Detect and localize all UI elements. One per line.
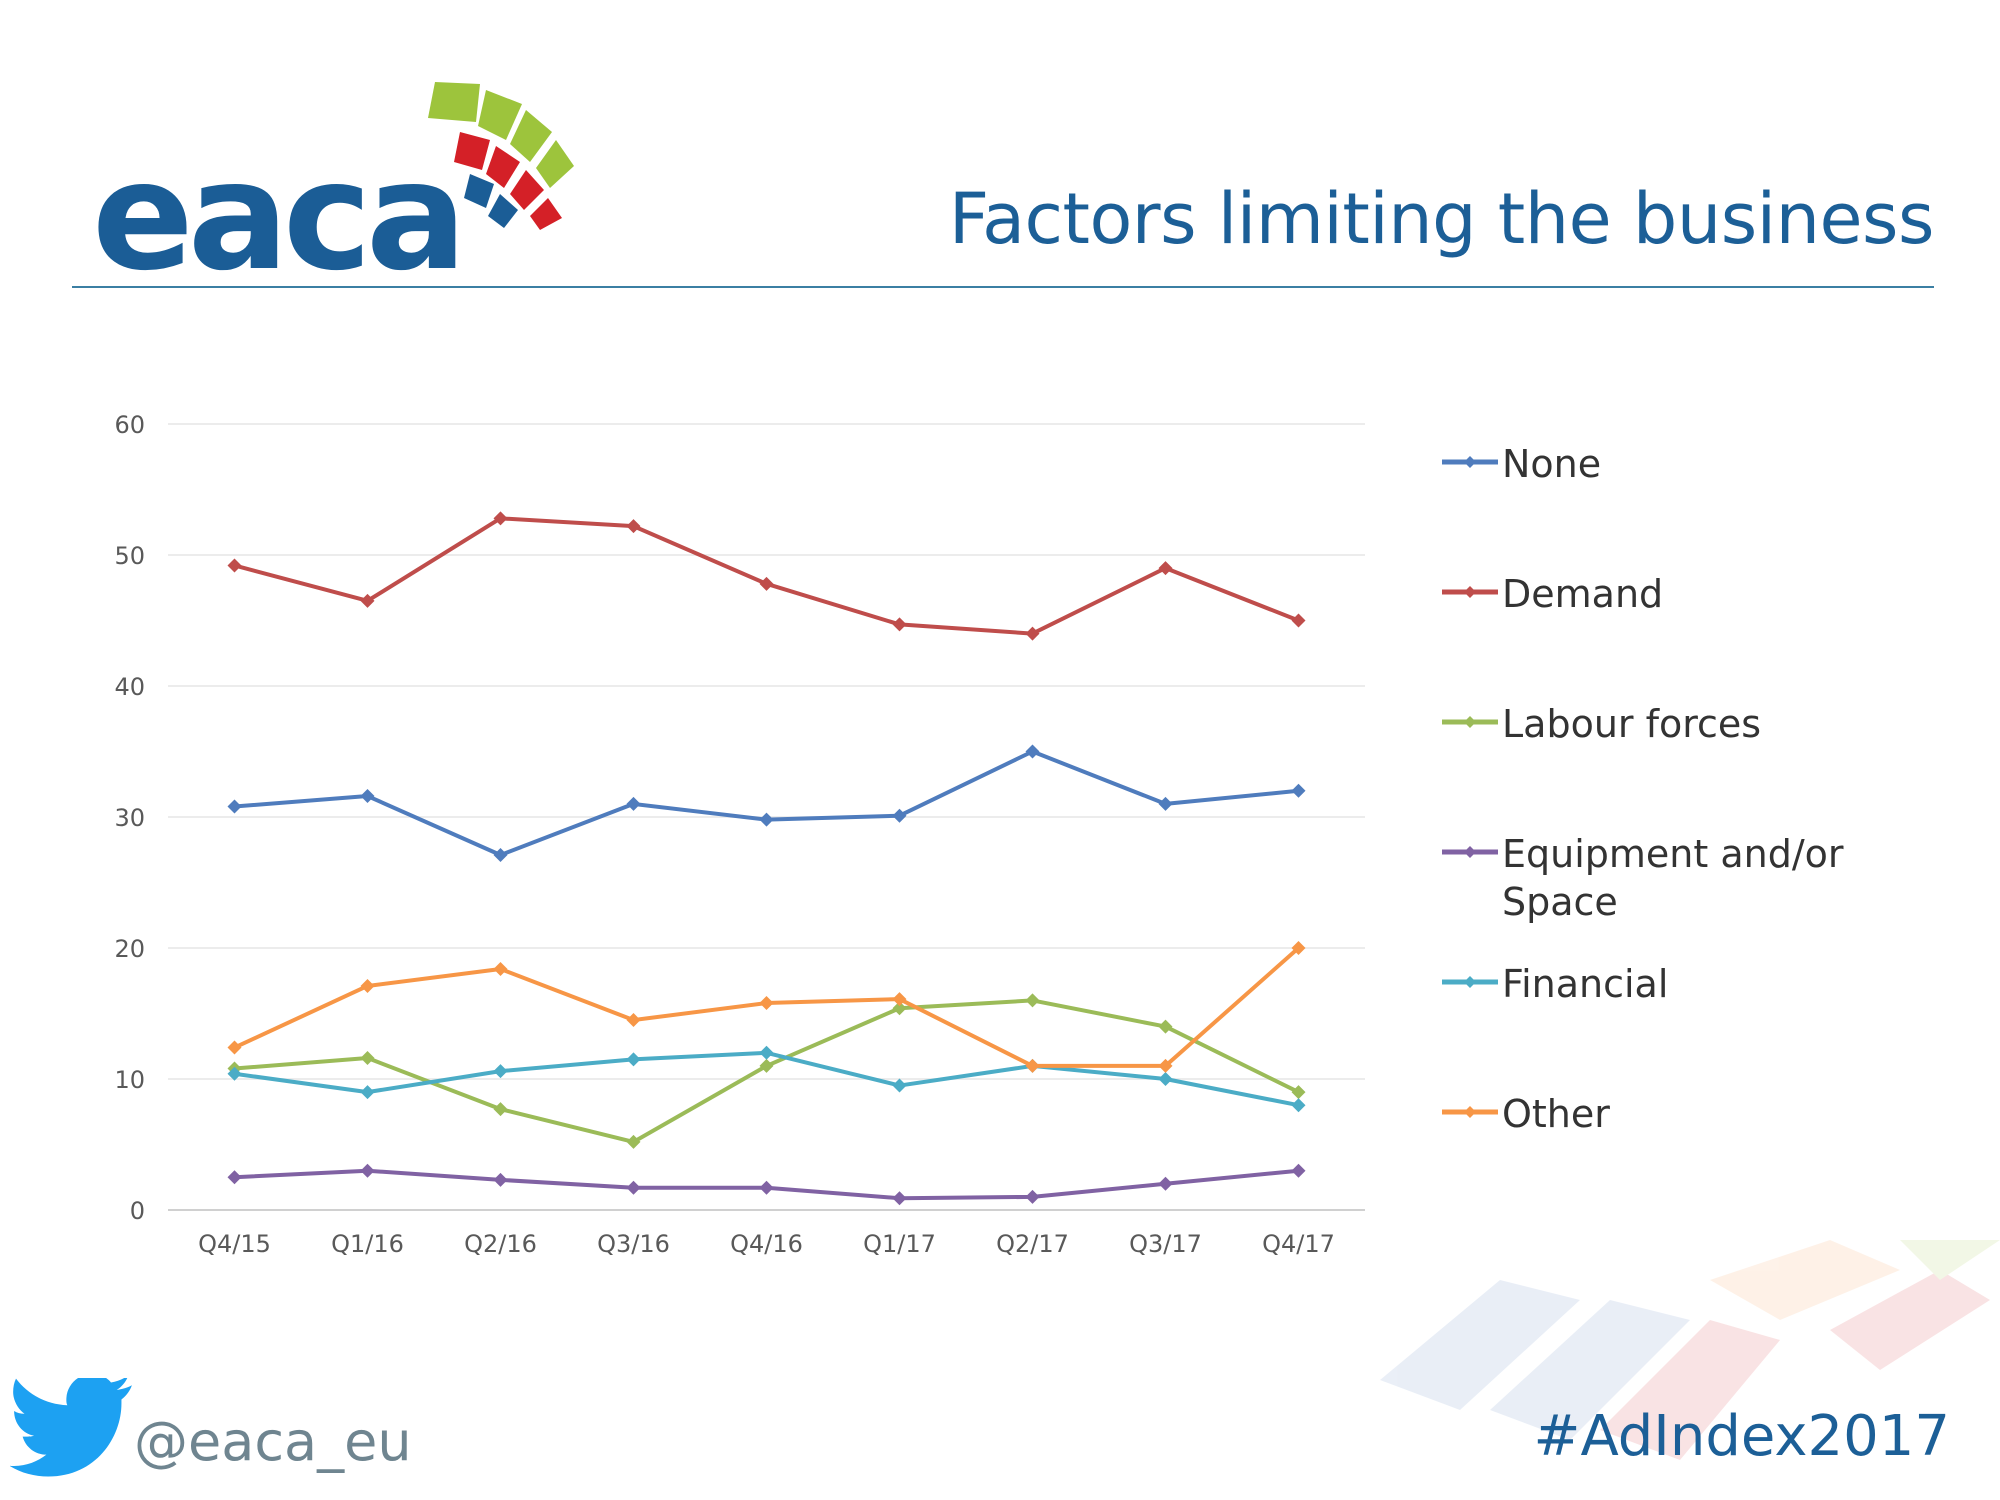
legend-item-other: Other — [1440, 1090, 1610, 1138]
legend-swatch-icon — [1442, 456, 1498, 468]
page-title: Factors limiting the business — [948, 178, 1935, 260]
line-chart: 0 10 20 30 40 50 60 Q4/15 Q1/16 Q2/16 Q3/16 Q4/16 Q1… — [114, 411, 1365, 1258]
data-point-labour-forces — [626, 1134, 641, 1149]
data-point-equipment-and-or-space — [360, 1163, 375, 1178]
legend-item-none: None — [1440, 440, 1601, 488]
y-tick-label: 40 — [114, 673, 145, 701]
footer-decoration — [1380, 1240, 2000, 1460]
data-point-financial — [892, 1078, 907, 1093]
data-point-equipment-and-or-space — [1158, 1176, 1173, 1191]
legend-swatch-icon — [1442, 716, 1498, 728]
x-tick-label: Q1/17 — [863, 1230, 936, 1258]
legend-swatch-icon — [1442, 1106, 1498, 1118]
data-point-demand — [1291, 613, 1306, 628]
x-tick-label: Q4/16 — [730, 1230, 803, 1258]
y-tick-label: 50 — [114, 542, 145, 570]
x-tick-label: Q4/15 — [198, 1230, 271, 1258]
data-point-other — [493, 961, 508, 976]
twitter-bird-icon[interactable] — [10, 1378, 135, 1483]
data-point-labour-forces — [1025, 993, 1040, 1008]
data-point-equipment-and-or-space — [227, 1170, 242, 1185]
eaca-logo: eaca — [92, 82, 574, 290]
data-point-equipment-and-or-space — [1025, 1189, 1040, 1204]
y-tick-label: 60 — [114, 411, 145, 439]
data-point-labour-forces — [1291, 1085, 1306, 1100]
data-point-demand — [227, 558, 242, 573]
legend-label: Demand — [1502, 572, 1664, 616]
data-point-labour-forces — [493, 1102, 508, 1117]
legend-swatch-icon — [1442, 846, 1498, 858]
legend-item-financial: Financial — [1440, 960, 1668, 1008]
legend-swatch-icon — [1442, 586, 1498, 598]
twitter-handle[interactable]: @eaca_eu — [134, 1410, 412, 1473]
x-tick-label: Q3/16 — [597, 1230, 670, 1258]
data-point-demand — [626, 519, 641, 534]
data-point-other — [360, 978, 375, 993]
data-point-financial — [759, 1045, 774, 1060]
data-point-financial — [227, 1066, 242, 1081]
data-point-none — [360, 789, 375, 804]
data-point-financial — [626, 1052, 641, 1067]
data-point-labour-forces — [892, 1001, 907, 1016]
data-point-other — [227, 1040, 242, 1055]
data-point-demand — [892, 617, 907, 632]
hashtag: #AdIndex2017 — [1533, 1404, 1950, 1469]
data-point-equipment-and-or-space — [1291, 1163, 1306, 1178]
data-point-none — [759, 812, 774, 827]
y-tick-label: 0 — [130, 1197, 145, 1225]
data-point-other — [892, 992, 907, 1007]
logo-arc-icon — [428, 82, 574, 230]
legend-label: Financial — [1502, 962, 1669, 1006]
data-point-financial — [493, 1064, 508, 1079]
data-point-demand — [1025, 626, 1040, 641]
data-point-none — [1025, 744, 1040, 759]
legend-swatch-icon — [1442, 976, 1498, 988]
data-point-other — [626, 1013, 641, 1028]
data-point-demand — [360, 593, 375, 608]
series-line-none — [234, 749, 1299, 857]
data-point-labour-forces — [759, 1058, 774, 1073]
data-point-demand — [493, 511, 508, 526]
data-point-labour-forces — [360, 1051, 375, 1066]
data-point-other — [1158, 1058, 1173, 1073]
x-tick-label: Q2/17 — [996, 1230, 1069, 1258]
data-point-demand — [1158, 561, 1173, 576]
series-line-demand — [233, 516, 1300, 636]
y-tick-label: 30 — [114, 804, 145, 832]
data-point-none — [626, 796, 641, 811]
x-tick-label: Q1/16 — [331, 1230, 404, 1258]
data-point-other — [759, 996, 774, 1011]
data-point-financial — [1291, 1098, 1306, 1113]
legend-label: None — [1502, 442, 1602, 486]
data-point-other — [1291, 941, 1306, 955]
header-divider — [72, 286, 1934, 288]
data-point-labour-forces — [1158, 1019, 1173, 1034]
data-point-financial — [360, 1085, 375, 1100]
y-tick-label: 10 — [114, 1066, 145, 1094]
data-point-other — [1025, 1058, 1040, 1073]
data-point-none — [493, 847, 508, 862]
x-tick-label: Q4/17 — [1262, 1230, 1335, 1258]
legend-item-demand: Demand — [1440, 570, 1663, 618]
data-point-equipment-and-or-space — [759, 1180, 774, 1195]
y-tick-label: 20 — [114, 935, 145, 963]
data-point-equipment-and-or-space — [493, 1172, 508, 1187]
legend-item-labour-forces: Labour forces — [1440, 700, 1761, 748]
data-point-financial — [1158, 1072, 1173, 1086]
legend-label: Other — [1502, 1092, 1610, 1136]
data-point-none — [227, 799, 242, 814]
data-point-equipment-and-or-space — [892, 1191, 907, 1206]
logo-text: eaca — [92, 130, 461, 290]
legend-item-equipment-space: Equipment and/or Space — [1440, 830, 1922, 926]
data-point-demand — [759, 576, 774, 591]
legend-label: Labour forces — [1502, 702, 1762, 746]
data-point-none — [1158, 796, 1173, 811]
data-point-none — [1291, 783, 1306, 798]
legend-label: Equipment and/or Space — [1502, 832, 1844, 924]
data-point-none — [892, 808, 907, 823]
data-point-equipment-and-or-space — [626, 1180, 641, 1195]
x-tick-label: Q2/16 — [464, 1230, 537, 1258]
x-tick-label: Q3/17 — [1129, 1230, 1202, 1258]
